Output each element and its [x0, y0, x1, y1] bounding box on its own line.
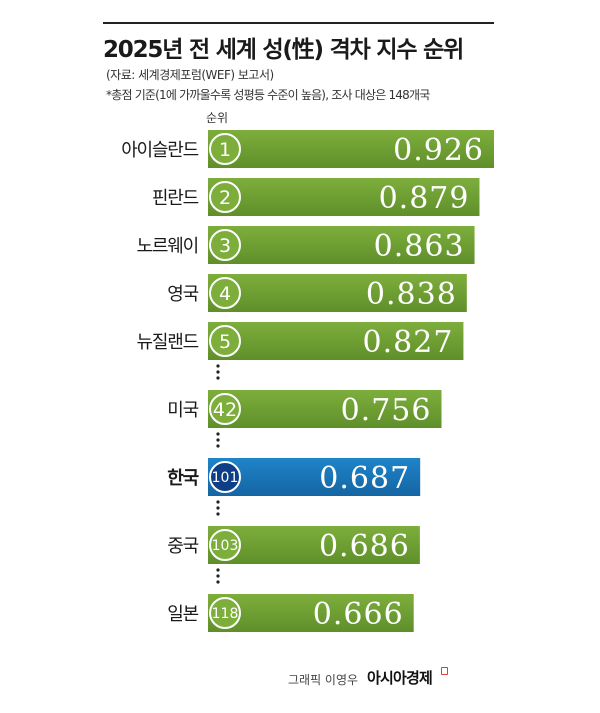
category-label-1: 아이슬란드 — [121, 140, 198, 161]
gap-dot-42-3 — [216, 444, 220, 448]
rank-badge-1 — [209, 133, 241, 165]
gap-dot-103-1 — [216, 568, 220, 572]
gap-dot-5-2 — [216, 370, 220, 374]
brand-logo: 아시아경제 — [367, 669, 433, 687]
rank-label-3: 3 — [219, 235, 231, 257]
rank-label-103: 103 — [212, 538, 239, 554]
brand-mark-icon — [441, 667, 448, 675]
bar-103 — [208, 526, 420, 564]
rank-badge-4 — [209, 277, 241, 309]
gap-dot-101-1 — [216, 500, 220, 504]
rank-label-1: 1 — [219, 139, 231, 161]
value-label-118: 0.666 — [313, 597, 404, 632]
rank-badge-5 — [209, 325, 241, 357]
category-label-42: 미국 — [167, 400, 198, 421]
gap-dot-42-1 — [216, 432, 220, 436]
gap-dot-5-3 — [216, 376, 220, 380]
rank-label-2: 2 — [219, 187, 231, 209]
gap-dot-42-2 — [216, 438, 220, 442]
rank-badge-118 — [209, 597, 241, 629]
rank-label-42: 42 — [213, 399, 237, 421]
rank-badge-103 — [209, 529, 241, 561]
category-label-5: 뉴질랜드 — [137, 332, 199, 353]
rank-label-5: 5 — [219, 331, 231, 353]
rank-label-118: 118 — [212, 606, 239, 622]
graphic-credit: 그래픽 이영우 — [288, 673, 359, 687]
bar-42 — [208, 390, 442, 428]
rank-badge-2 — [209, 181, 241, 213]
gap-dot-101-2 — [216, 506, 220, 510]
value-label-2: 0.879 — [379, 181, 470, 216]
category-label-2: 핀란드 — [152, 188, 199, 209]
value-label-103: 0.686 — [319, 529, 410, 564]
gap-dot-103-3 — [216, 580, 220, 584]
value-label-1: 0.926 — [393, 133, 484, 168]
value-label-42: 0.756 — [341, 393, 432, 428]
rank-label-101: 101 — [212, 470, 239, 486]
bar-4 — [208, 274, 467, 312]
bar-118 — [208, 594, 414, 632]
category-label-4: 영국 — [167, 284, 198, 305]
gap-dot-103-2 — [216, 574, 220, 578]
chart-title: 2025년 전 세계 성(性) 격차 지수 순위 — [103, 37, 464, 63]
bar-1 — [208, 130, 494, 168]
category-label-103: 중국 — [167, 536, 198, 557]
value-label-101: 0.687 — [319, 461, 410, 496]
category-label-118: 일본 — [167, 604, 198, 625]
gap-dot-101-3 — [216, 512, 220, 516]
bar-101 — [208, 458, 421, 496]
bar-3 — [208, 226, 475, 264]
value-label-3: 0.863 — [374, 229, 465, 264]
rank-badge-3 — [209, 229, 241, 261]
bar-5 — [208, 322, 464, 360]
value-label-4: 0.838 — [366, 277, 457, 312]
gap-dot-5-1 — [216, 364, 220, 368]
note-text: *총점 기준(1에 가까울수록 성평등 수준이 높음), 조사 대상은 148개… — [106, 88, 430, 102]
rank-label-4: 4 — [219, 283, 231, 305]
source-text: (자료: 세계경제포럼(WEF) 보고서) — [106, 68, 274, 82]
category-label-101: 한국 — [167, 468, 198, 489]
value-label-5: 0.827 — [363, 325, 454, 360]
rank-badge-101 — [209, 461, 241, 493]
rank-column-header: 순위 — [206, 111, 229, 125]
rank-badge-42 — [209, 393, 241, 425]
top-rule — [103, 22, 494, 24]
bar-2 — [208, 178, 480, 216]
category-label-3: 노르웨이 — [137, 236, 198, 257]
